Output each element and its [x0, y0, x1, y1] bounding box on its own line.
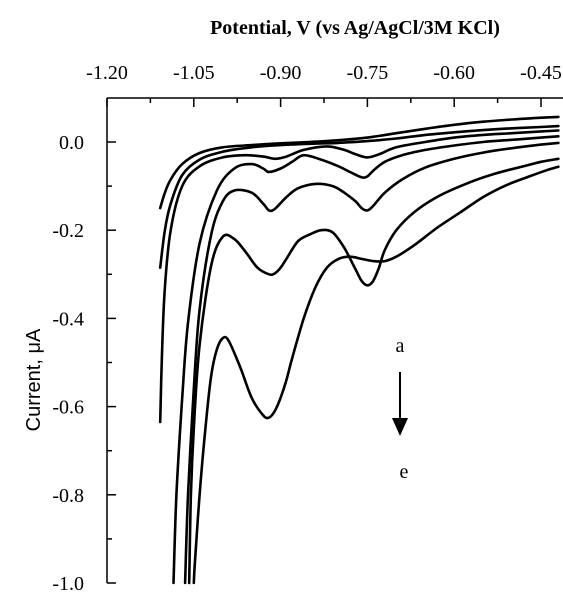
x-tick-label: -1.20	[86, 62, 128, 84]
tick-marks	[106, 98, 542, 584]
annotation-label-e: e	[400, 461, 409, 483]
series-line-2	[158, 124, 560, 269]
annotation-arrow-head	[392, 418, 408, 436]
series-line-5	[183, 141, 560, 585]
annotation-label-a: a	[396, 335, 405, 357]
series-line-3	[158, 129, 560, 424]
series-line-7	[192, 165, 560, 585]
x-tick-label: -0.90	[260, 62, 302, 84]
y-tick-label: -0.4	[52, 308, 84, 330]
series-line-1	[158, 115, 560, 210]
x-tick-label: -0.45	[520, 62, 562, 84]
x-tick-labels: -1.20 -1.05 -0.90 -0.75 -0.60 -0.45	[86, 62, 562, 84]
y-tick-label: -1.0	[52, 573, 84, 595]
series-line-6	[187, 157, 560, 585]
y-axis-title: Current, μA	[23, 328, 45, 431]
y-tick-label: -0.8	[52, 485, 84, 507]
y-tick-labels: 0.0 -0.2 -0.4 -0.6 -0.8 -1.0	[52, 132, 84, 595]
x-axis-title: Potential, V (vs Ag/AgCl/3M KCl)	[210, 17, 500, 39]
series-line-4	[172, 135, 560, 585]
y-tick-label: 0.0	[59, 132, 84, 154]
x-tick-label: -0.75	[347, 62, 389, 84]
x-tick-label: -0.60	[433, 62, 475, 84]
y-tick-label: -0.6	[52, 397, 84, 419]
plot-series	[158, 115, 560, 585]
y-tick-label: -0.2	[52, 220, 84, 242]
x-tick-label: -1.05	[173, 62, 215, 84]
